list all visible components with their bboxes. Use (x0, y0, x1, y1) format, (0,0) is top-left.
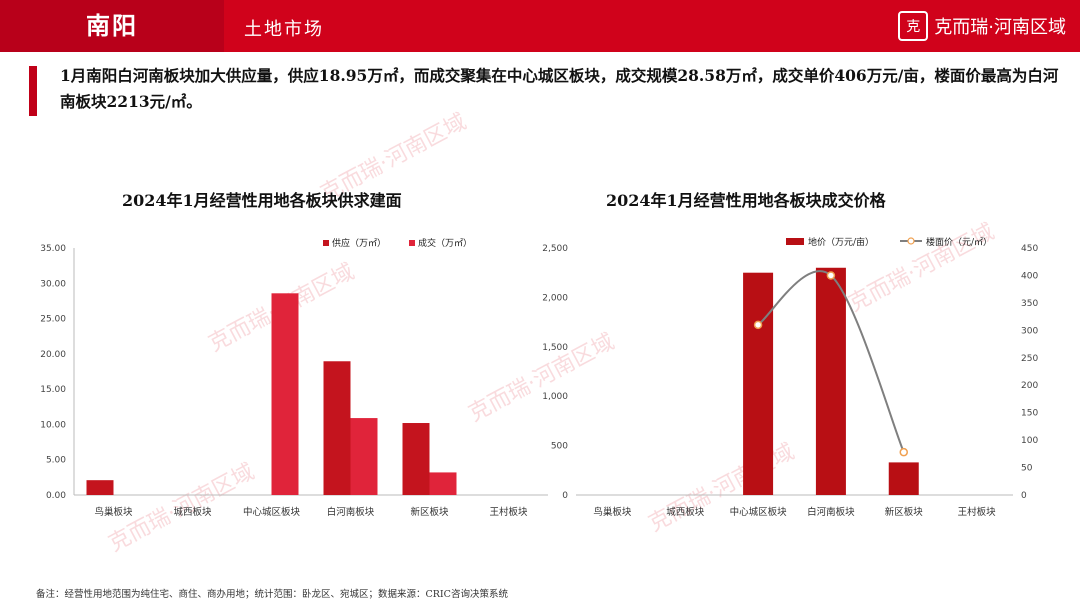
y-right-tick-label: 400 (1021, 271, 1038, 281)
city-name: 南阳 (86, 11, 138, 40)
x-tick-label: 王村板块 (958, 506, 997, 518)
x-tick-label: 白河南板块 (807, 506, 855, 518)
y-right-tick-label: 300 (1021, 326, 1038, 336)
bar-deal (429, 472, 457, 495)
legend-swatch-deal (409, 240, 415, 246)
legend-swatch-land-price (786, 238, 804, 245)
y-tick-label: 20.00 (40, 350, 66, 360)
y-left-tick-label: 0 (562, 491, 568, 501)
y-left-tick-label: 2,000 (542, 293, 568, 303)
y-right-tick-label: 350 (1021, 299, 1038, 309)
x-tick-label: 城西板块 (666, 506, 705, 518)
section-title: 土地市场 (244, 19, 324, 40)
summary-text: 1月南阳白河南板块加大供应量，供应18.95万㎡，而成交聚集在中心城区板块，成交… (60, 66, 1059, 111)
y-right-tick-label: 450 (1021, 244, 1038, 254)
marker-floor-price (826, 271, 836, 280)
y-tick-label: 35.00 (40, 244, 66, 254)
bar-deal (350, 418, 378, 495)
y-right-tick-label: 250 (1021, 354, 1038, 364)
bar-deal (271, 293, 299, 495)
y-left-tick-label: 1,000 (542, 392, 568, 402)
y-tick-label: 0.00 (46, 491, 66, 501)
x-tick-label: 中心城区板块 (730, 506, 788, 518)
legend-swatch-supply (323, 240, 329, 246)
legend-label-floor-price: 楼面价（元/㎡） (926, 236, 992, 248)
y-right-tick-label: 50 (1021, 464, 1033, 474)
x-tick-label: 中心城区板块 (243, 506, 301, 518)
bar-land-price (815, 267, 846, 495)
chart-title-price: 2024年1月经营性用地各板块成交价格 (606, 191, 886, 210)
bar-land-price (743, 272, 774, 495)
brand-seal-icon: 克 (898, 11, 929, 41)
legend-label-deal: 成交（万㎡） (418, 237, 472, 249)
legend-label-land-price: 地价（万元/亩） (808, 236, 874, 248)
x-tick-label: 新区板块 (885, 506, 924, 518)
y-right-tick-label: 0 (1021, 491, 1027, 501)
brand-name: 克而瑞·河南区域 (934, 17, 1066, 38)
legend-label-supply: 供应（万㎡） (332, 237, 386, 249)
bar-supply (402, 423, 430, 495)
city-tab (0, 0, 224, 52)
summary-accent-bar (29, 66, 37, 116)
y-tick-label: 30.00 (40, 279, 66, 289)
legend-marker-floor-price (907, 237, 915, 245)
y-left-tick-label: 500 (551, 442, 568, 452)
y-tick-label: 5.00 (46, 456, 66, 466)
x-tick-label: 王村板块 (489, 506, 528, 518)
y-left-tick-label: 1,500 (542, 343, 568, 353)
marker-floor-price (899, 447, 908, 457)
y-right-tick-label: 150 (1021, 409, 1038, 419)
x-tick-label: 鸟巢板块 (94, 506, 133, 518)
bar-land-price (888, 462, 919, 495)
y-right-tick-label: 100 (1021, 436, 1038, 446)
footnote: 备注：经营性用地范围为纯住宅、商住、商办用地；统计范围：卧龙区、宛城区；数据来源… (36, 589, 508, 600)
x-tick-label: 白河南板块 (327, 506, 375, 518)
y-left-tick-label: 2,500 (542, 244, 568, 254)
brand-logo: 克 克而瑞·河南区域 (898, 10, 1066, 42)
x-tick-label: 新区板块 (410, 506, 449, 518)
y-tick-label: 15.00 (40, 385, 66, 395)
marker-floor-price (753, 320, 763, 330)
y-tick-label: 25.00 (40, 315, 66, 325)
chart-title-supply-demand: 2024年1月经营性用地各板块供求建面 (122, 191, 402, 210)
y-right-tick-label: 200 (1021, 381, 1038, 391)
bar-supply (86, 480, 114, 495)
x-tick-label: 鸟巢板块 (593, 506, 632, 518)
y-tick-label: 10.00 (40, 420, 66, 430)
bar-supply (323, 361, 351, 495)
x-tick-label: 城西板块 (173, 506, 212, 518)
